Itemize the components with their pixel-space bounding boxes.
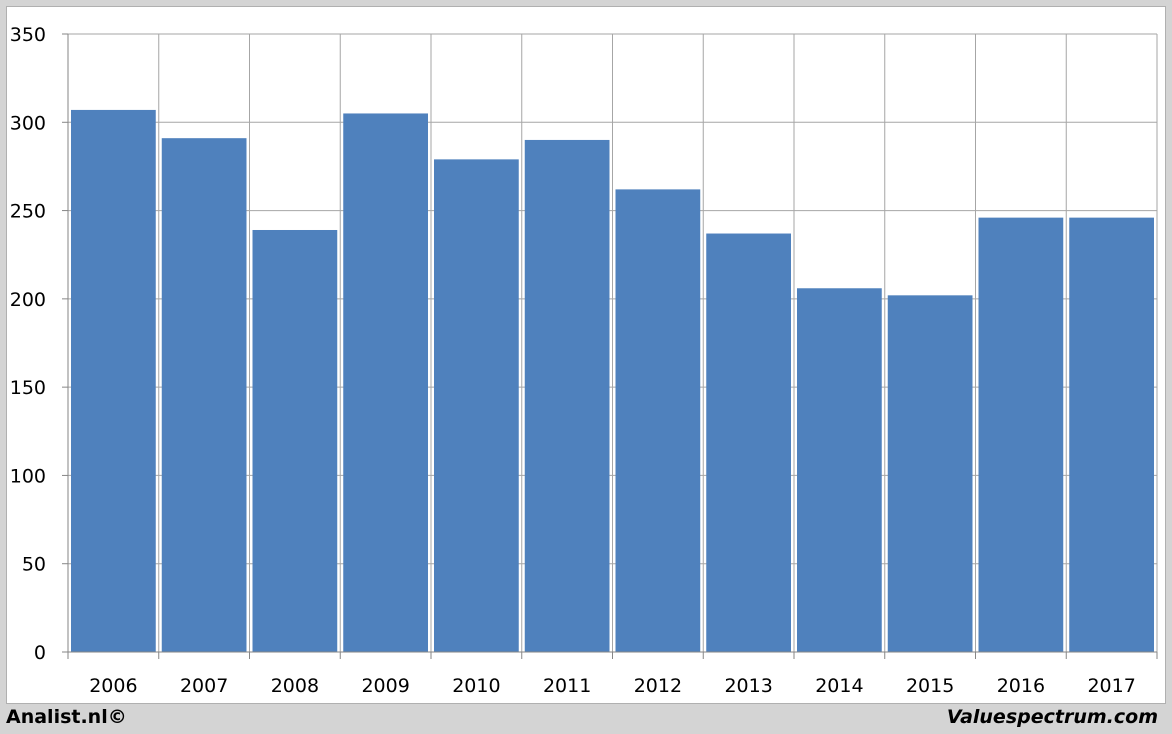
x-tick-label: 2014 <box>815 675 863 697</box>
x-tick-label: 2012 <box>634 675 682 697</box>
y-tick-label: 50 <box>22 554 46 576</box>
y-tick-label: 350 <box>10 24 46 46</box>
y-tick-label: 200 <box>10 289 46 311</box>
x-tick-labels: 2006 2007 2008 2009 2010 2011 2012 2013 2014 2015… <box>89 675 1136 697</box>
x-tick-label: 2017 <box>1087 675 1135 697</box>
bar-2017 <box>1069 217 1154 653</box>
source-credit-left: Analist.nl© <box>6 706 127 728</box>
y-tick-label: 150 <box>10 377 46 399</box>
bars <box>71 109 1154 653</box>
bar-2008 <box>252 229 338 652</box>
y-tick-labels: 0 50 100 150 200 250 300 350 <box>10 24 46 664</box>
y-tick-label: 250 <box>10 201 46 223</box>
y-tick-label: 300 <box>10 112 46 134</box>
source-credit-right: Valuespectrum.com <box>946 706 1158 728</box>
x-tick-label: 2009 <box>361 675 409 697</box>
bar-2013 <box>706 233 791 653</box>
bar-2012 <box>615 189 701 652</box>
x-tick-label: 2006 <box>89 675 137 697</box>
x-tick-label: 2010 <box>452 675 500 697</box>
bar-2014 <box>797 288 882 652</box>
bar-2015 <box>887 295 973 652</box>
x-tick-label: 2011 <box>543 675 591 697</box>
bar-2010 <box>434 159 519 652</box>
bar-2009 <box>343 113 428 652</box>
bar-2016 <box>978 217 1064 653</box>
y-tick-label: 0 <box>34 642 46 664</box>
bar-2011 <box>524 139 610 652</box>
bar-2007 <box>161 138 247 653</box>
axes <box>62 33 1158 659</box>
y-tick-label: 100 <box>10 465 46 487</box>
x-tick-label: 2013 <box>724 675 772 697</box>
x-tick-label: 2016 <box>997 675 1045 697</box>
x-tick-label: 2008 <box>271 675 319 697</box>
bar-2006 <box>71 109 156 652</box>
grid-lines <box>68 33 1158 652</box>
x-tick-label: 2015 <box>906 675 954 697</box>
x-tick-label: 2007 <box>180 675 228 697</box>
